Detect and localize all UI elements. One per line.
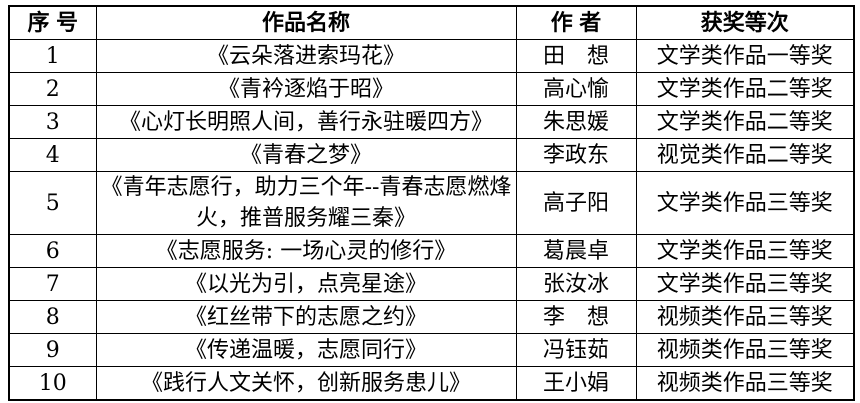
cell-author: 王小娟 [515,366,637,401]
cell-author: 高子阳 [515,171,637,235]
cell-award: 文学类作品二等奖 [635,72,855,106]
cell-no: 5 [8,171,97,235]
header-cell-title: 作品名称 [95,5,517,40]
cell-award: 视频类作品三等奖 [635,366,855,401]
cell-no: 6 [8,234,97,268]
cell-author: 田 想 [515,39,637,73]
cell-no: 2 [8,72,97,106]
cell-title: 《心灯长明照人间，善行永驻暖四方》 [95,105,517,139]
table-row: 10 《践行人文关怀，创新服务患儿》 王小娟 视频类作品三等奖 [8,366,855,401]
cell-author: 李 想 [515,300,637,334]
cell-award: 文学类作品三等奖 [635,267,855,301]
table-row: 7 《以光为引，点亮星途》 张汝冰 文学类作品三等奖 [8,267,855,301]
cell-award: 文学类作品三等奖 [635,234,855,268]
cell-award: 视频类作品三等奖 [635,333,855,367]
table-row: 8 《红丝带下的志愿之约》 李 想 视频类作品三等奖 [8,300,855,334]
table-row: 9 《传递温暖，志愿同行》 冯钰茹 视频类作品三等奖 [8,333,855,367]
cell-author: 高心愉 [515,72,637,106]
table-row: 4 《青春之梦》 李政东 视觉类作品二等奖 [8,138,855,172]
cell-author: 冯钰茹 [515,333,637,367]
cell-title: 《以光为引，点亮星途》 [95,267,517,301]
cell-author: 葛晨卓 [515,234,637,268]
header-row: 序号 作品名称 作者 获奖等次 [8,5,855,40]
cell-no: 8 [8,300,97,334]
cell-title: 《青衿逐焰于昭》 [95,72,517,106]
cell-no: 1 [8,39,97,73]
cell-author: 李政东 [515,138,637,172]
header-cell-no: 序号 [8,5,97,40]
cell-no: 4 [8,138,97,172]
table-row: 6 《志愿服务: 一场心灵的修行》 葛晨卓 文学类作品三等奖 [8,234,855,268]
cell-award: 视觉类作品二等奖 [635,138,855,172]
cell-no: 7 [8,267,97,301]
cell-title: 《红丝带下的志愿之约》 [95,300,517,334]
cell-award: 文学类作品三等奖 [635,171,855,235]
awards-table: 序号 作品名称 作者 获奖等次 1 《云朵落进索玛花》 田 想 文学类作品一等奖… [8,5,855,401]
table-row: 3 《心灯长明照人间，善行永驻暖四方》 朱思媛 文学类作品二等奖 [8,105,855,139]
cell-no: 9 [8,333,97,367]
table-row: 1 《云朵落进索玛花》 田 想 文学类作品一等奖 [8,39,855,73]
cell-title: 《云朵落进索玛花》 [95,39,517,73]
cell-author: 朱思媛 [515,105,637,139]
table-row: 2 《青衿逐焰于昭》 高心愉 文学类作品二等奖 [8,72,855,106]
cell-title: 《践行人文关怀，创新服务患儿》 [95,366,517,401]
header-cell-award: 获奖等次 [635,5,855,40]
cell-award: 文学类作品二等奖 [635,105,855,139]
header-cell-author: 作者 [515,5,637,40]
cell-no: 3 [8,105,97,139]
cell-title: 《青春之梦》 [95,138,517,172]
cell-title: 《传递温暖，志愿同行》 [95,333,517,367]
cell-award: 视频类作品三等奖 [635,300,855,334]
cell-title: 《志愿服务: 一场心灵的修行》 [95,234,517,268]
cell-no: 10 [8,366,97,401]
cell-title: 《青年志愿行，助力三个年--青春志愿燃烽火，推普服务耀三秦》 [95,171,517,235]
cell-author: 张汝冰 [515,267,637,301]
cell-award: 文学类作品一等奖 [635,39,855,73]
table-row: 5 《青年志愿行，助力三个年--青春志愿燃烽火，推普服务耀三秦》 高子阳 文学类… [8,171,855,235]
